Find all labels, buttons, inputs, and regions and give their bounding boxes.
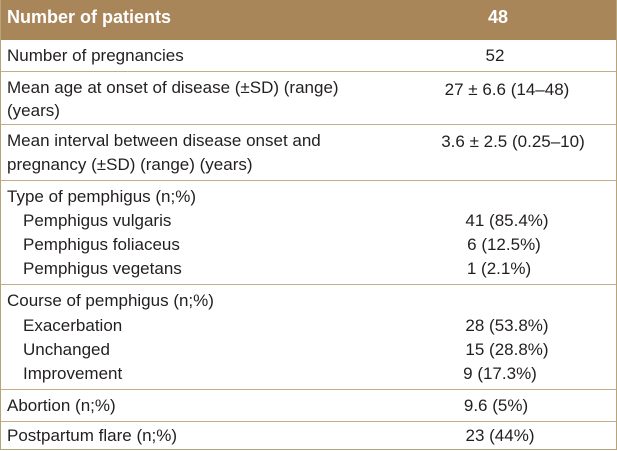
row-divider <box>1 124 616 125</box>
row-label-pemphigus-foliaceus: Pemphigus foliaceus <box>23 235 180 254</box>
row-value-mean-interval: 3.6 ± 2.5 (0.25–10) <box>441 132 585 151</box>
row-label-mean-age-line2: (years) <box>7 101 60 120</box>
row-label-unchanged: Unchanged <box>23 340 110 359</box>
section-label-course: Course of pemphigus (n;%) <box>7 291 214 310</box>
row-divider <box>1 389 616 390</box>
section-label-type: Type of pemphigus (n;%) <box>7 187 196 206</box>
row-value-pemphigus-foliaceus: 6 (12.5%) <box>467 235 541 254</box>
header-value: 48 <box>488 7 509 27</box>
row-label-pregnancies: Number of pregnancies <box>7 46 184 65</box>
row-value-exacerbation: 28 (53.8%) <box>465 316 549 335</box>
row-label-mean-age-line1: Mean age at onset of disease (±SD) (rang… <box>7 78 339 97</box>
row-label-improvement: Improvement <box>23 364 123 383</box>
row-label-postpartum-flare: Postpartum flare (n;%) <box>7 426 178 445</box>
header-label: Number of patients <box>7 7 172 27</box>
row-label-mean-interval-line2: pregnancy (±SD) (range) (years) <box>7 155 253 174</box>
row-value-improvement: 9 (17.3%) <box>463 364 537 383</box>
row-value-unchanged: 15 (28.8%) <box>465 340 549 359</box>
row-label-abortion: Abortion (n;%) <box>7 396 116 415</box>
row-value-postpartum-flare: 23 (44%) <box>465 426 535 445</box>
row-label-exacerbation: Exacerbation <box>23 316 123 335</box>
row-value-mean-age: 27 ± 6.6 (14–48) <box>444 80 570 99</box>
row-divider <box>1 421 616 422</box>
row-value-pemphigus-vegetans: 1 (2.1%) <box>466 259 532 278</box>
table-header-row: Number of patients 48 <box>1 0 616 40</box>
row-label-pemphigus-vegetans: Pemphigus vegetans <box>23 259 182 278</box>
row-divider <box>1 71 616 72</box>
row-label-mean-interval-line1: Mean interval between disease onset and <box>7 131 321 150</box>
row-value-pregnancies: 52 <box>485 46 505 65</box>
row-divider <box>1 180 616 181</box>
row-label-pemphigus-vulgaris: Pemphigus vulgaris <box>23 211 172 230</box>
row-value-pemphigus-vulgaris: 41 (85.4%) <box>465 211 549 230</box>
row-value-abortion: 9.6 (5%) <box>463 396 529 415</box>
row-divider <box>1 284 616 285</box>
